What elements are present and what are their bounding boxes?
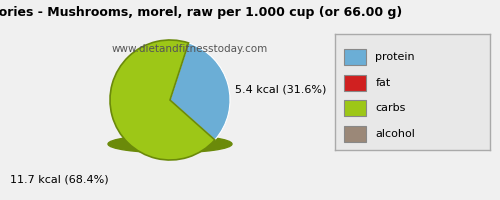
Bar: [344, 126, 366, 142]
Ellipse shape: [108, 135, 232, 153]
Wedge shape: [170, 43, 230, 140]
Text: www.dietandfitnesstoday.com: www.dietandfitnesstoday.com: [112, 44, 268, 54]
Bar: [344, 75, 366, 91]
Text: 11.7 kcal (68.4%): 11.7 kcal (68.4%): [10, 175, 108, 185]
Text: fat: fat: [376, 78, 390, 88]
Text: carbs: carbs: [376, 103, 406, 113]
Text: Calories - Mushrooms, morel, raw per 1.000 cup (or 66.00 g): Calories - Mushrooms, morel, raw per 1.0…: [0, 6, 402, 19]
Bar: [344, 100, 366, 116]
Text: 5.4 kcal (31.6%): 5.4 kcal (31.6%): [235, 85, 326, 95]
Text: alcohol: alcohol: [376, 129, 415, 139]
Wedge shape: [110, 40, 215, 160]
Text: protein: protein: [376, 52, 415, 62]
Bar: [344, 49, 366, 65]
